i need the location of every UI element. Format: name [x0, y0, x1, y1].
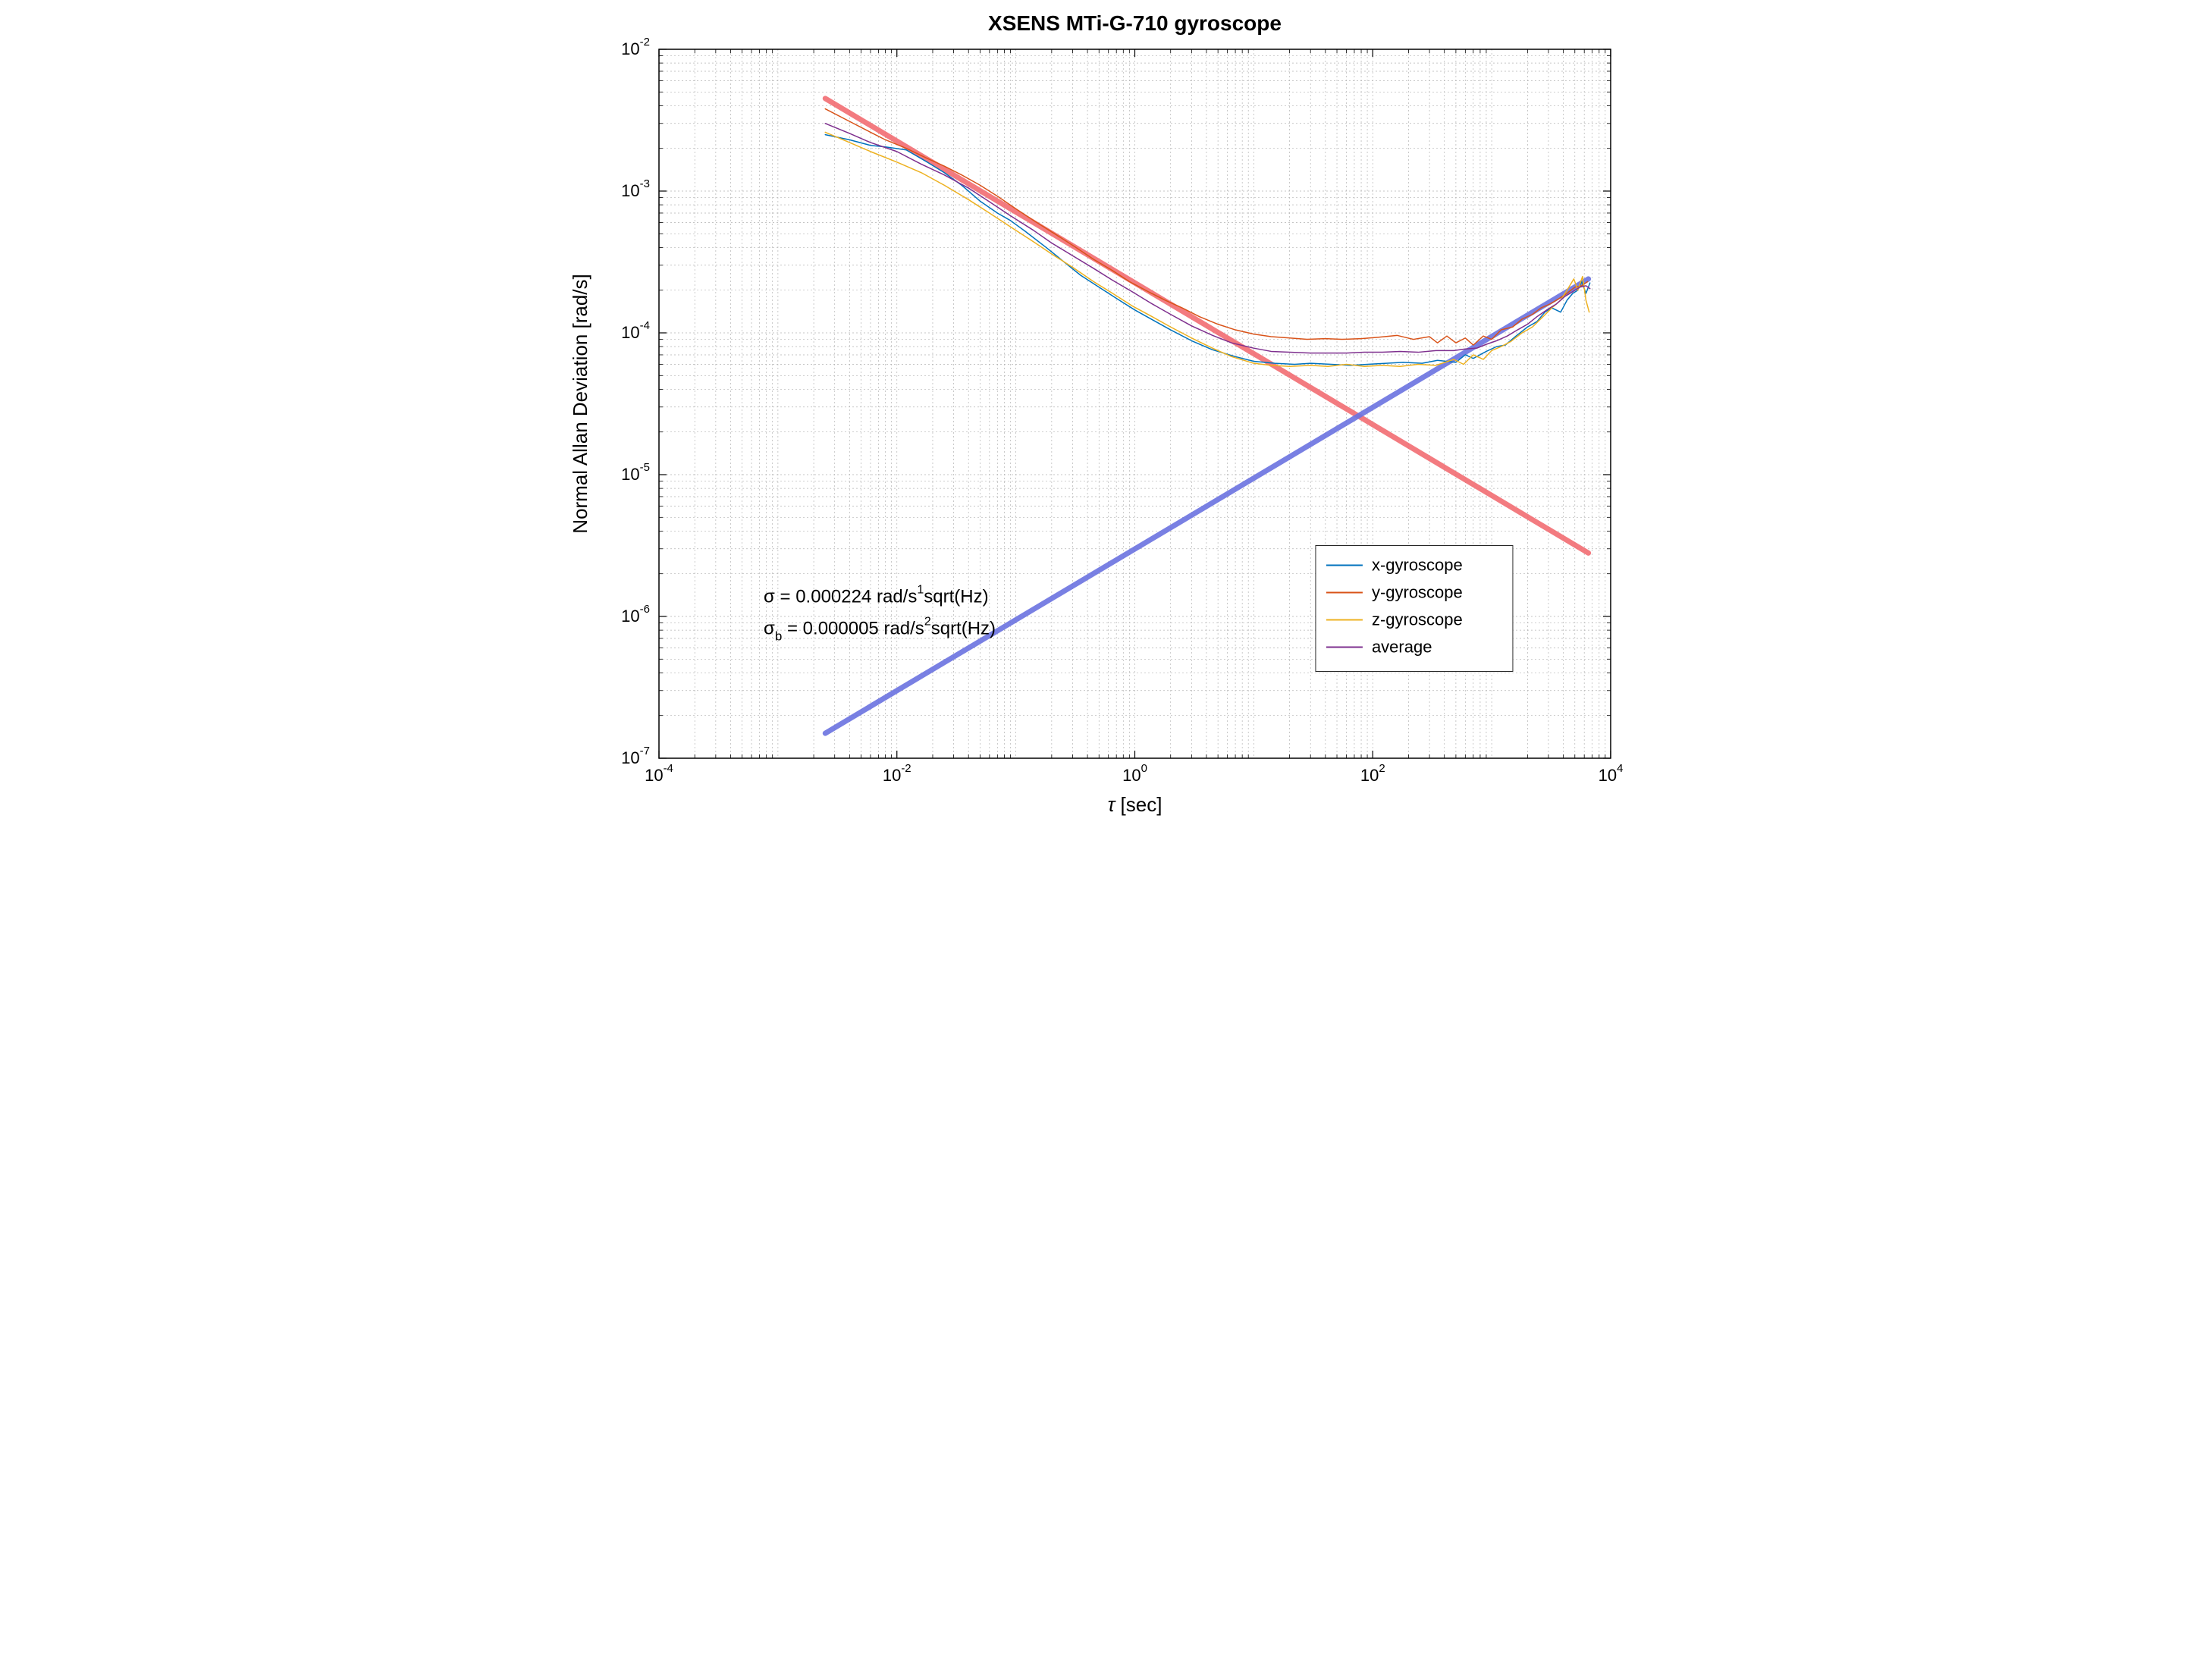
legend: x-gyroscope y-gyroscope z-gyroscope average [1315, 546, 1512, 672]
chart-svg: 10-410-210010210410-710-610-510-410-310-… [553, 0, 1660, 830]
legend-label: average [1371, 638, 1432, 657]
y-axis-label: Normal Allan Deviation [rad/s] [569, 274, 591, 533]
legend-label: x-gyroscope [1371, 556, 1462, 575]
legend-label: y-gyroscope [1371, 583, 1462, 602]
sigma-annotation: σ = 0.000224 rad/s1sqrt(Hz) [764, 583, 989, 607]
allan-deviation-chart: 10-410-210010210410-710-610-510-410-310-… [553, 0, 1660, 830]
x-axis-label: τ [sec] [1107, 793, 1162, 816]
chart-title: XSENS MTi-G-710 gyroscope [988, 11, 1282, 35]
legend-label: z-gyroscope [1371, 610, 1462, 629]
chart-bg [553, 0, 1660, 830]
